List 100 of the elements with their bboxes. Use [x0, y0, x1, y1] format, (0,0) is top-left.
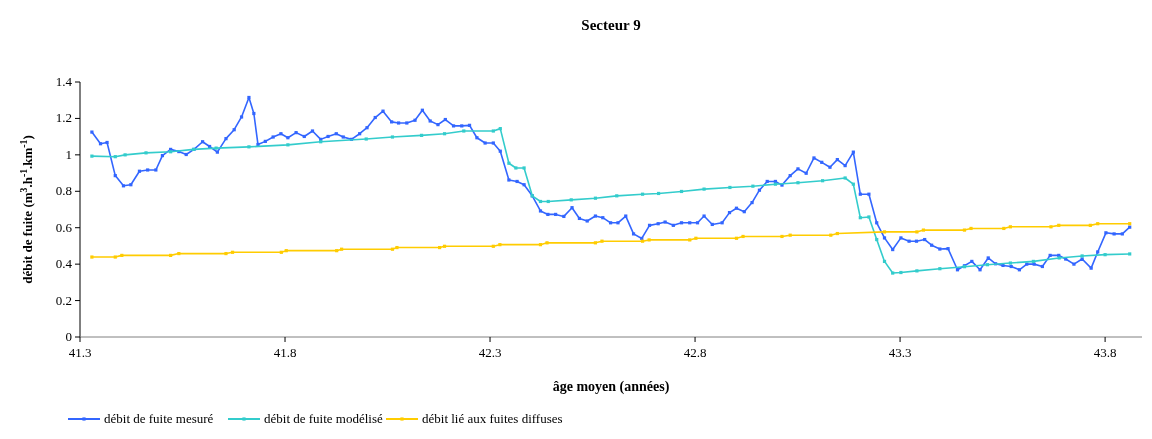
x-tick-label: 41.3	[68, 345, 92, 360]
point	[113, 255, 117, 259]
y-tick-label: 1.4	[55, 74, 73, 89]
point	[90, 255, 94, 259]
point	[593, 196, 598, 200]
point	[538, 243, 543, 247]
y-tick-label: 0.4	[55, 256, 73, 272]
x-axis-title: âge moyen (années)	[552, 379, 670, 395]
x-tick-label: 41.8	[273, 345, 297, 360]
point	[938, 267, 942, 271]
point	[858, 216, 862, 220]
point	[169, 253, 173, 257]
point	[679, 189, 684, 194]
point	[741, 234, 745, 239]
point	[286, 143, 290, 147]
point	[507, 161, 511, 165]
point	[284, 249, 288, 253]
point	[340, 247, 344, 251]
point	[491, 244, 495, 248]
point	[569, 198, 573, 202]
point	[843, 176, 847, 180]
point	[442, 132, 447, 136]
point	[1002, 226, 1006, 231]
point	[438, 245, 442, 250]
point	[1096, 222, 1100, 226]
point	[820, 179, 825, 183]
point	[462, 129, 466, 133]
y-tick-label: 0.2	[55, 292, 72, 308]
point	[751, 184, 755, 188]
point	[694, 236, 698, 240]
x-tick-label: 42.3	[478, 345, 502, 360]
chart-title: Secteur 9	[581, 17, 641, 33]
point	[491, 129, 495, 133]
point	[364, 137, 368, 141]
point	[891, 271, 895, 275]
point	[688, 238, 692, 242]
point	[498, 243, 502, 247]
point	[882, 259, 887, 264]
point	[829, 233, 833, 237]
point	[177, 251, 181, 256]
point	[538, 199, 543, 204]
point	[921, 228, 926, 232]
point	[123, 153, 127, 157]
point	[656, 191, 661, 196]
point	[144, 151, 148, 155]
point	[915, 230, 919, 234]
point	[419, 133, 424, 137]
point	[796, 181, 800, 185]
point	[985, 263, 990, 267]
point	[279, 250, 283, 254]
point	[522, 166, 526, 170]
point	[1088, 223, 1092, 227]
point	[969, 226, 973, 231]
point	[1057, 223, 1061, 227]
point	[734, 236, 739, 240]
point	[442, 244, 447, 248]
point	[780, 234, 784, 239]
point	[1103, 253, 1107, 257]
point	[395, 245, 399, 250]
point	[90, 154, 94, 158]
point	[390, 135, 395, 139]
point	[335, 249, 339, 253]
point	[214, 146, 218, 150]
legend-label: débit lié aux fuites diffuses	[422, 411, 563, 426]
point	[835, 231, 839, 236]
point	[120, 253, 124, 257]
x-tick-label: 42.8	[683, 345, 707, 360]
point	[1008, 225, 1012, 229]
point	[915, 269, 919, 273]
legend-label: débit de fuite mesuré	[104, 411, 214, 426]
point	[640, 192, 645, 196]
point	[647, 238, 651, 242]
point	[390, 247, 395, 251]
y-tick-label: 0.8	[55, 183, 72, 199]
point	[1128, 252, 1132, 256]
point	[788, 233, 792, 237]
x-tick-label: 43.8	[1093, 345, 1117, 360]
legend-label: débit de fuite modélisé	[264, 411, 383, 426]
point	[962, 228, 967, 232]
point	[498, 127, 502, 131]
point	[1049, 225, 1053, 229]
point	[545, 241, 549, 245]
y-tick-label: 0.6	[55, 219, 73, 235]
point	[600, 239, 604, 243]
point	[230, 250, 235, 254]
y-tick-label: 0	[65, 329, 72, 344]
point	[702, 187, 706, 191]
point	[593, 241, 598, 245]
y-tick-label: 1.2	[55, 110, 72, 126]
point	[113, 155, 117, 159]
point	[514, 166, 518, 170]
point	[224, 251, 228, 256]
x-tick-label: 43.3	[888, 345, 912, 360]
point	[615, 194, 619, 198]
point	[882, 230, 887, 234]
point	[867, 215, 871, 219]
point	[851, 182, 855, 186]
point	[1008, 261, 1012, 265]
point	[247, 145, 251, 149]
y-tick-label: 1	[65, 146, 72, 162]
